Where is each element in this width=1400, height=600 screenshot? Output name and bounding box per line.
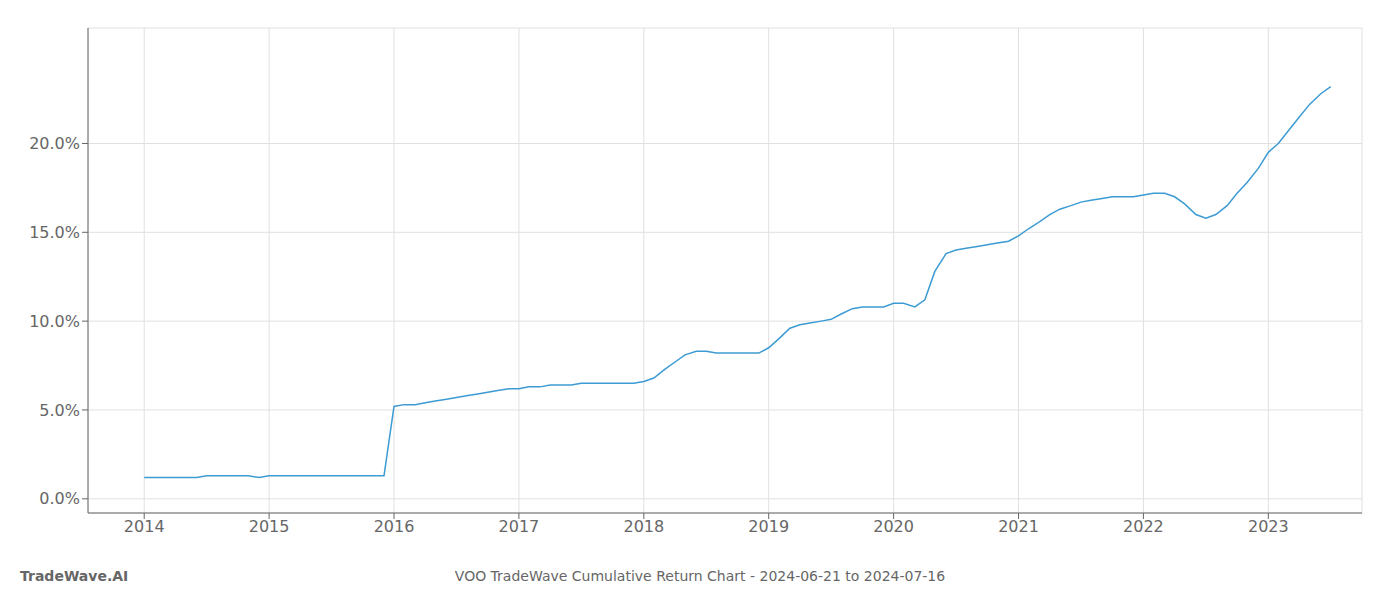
svg-text:0.0%: 0.0% [39, 489, 80, 508]
svg-text:2023: 2023 [1248, 517, 1289, 536]
svg-text:2017: 2017 [499, 517, 540, 536]
svg-text:2021: 2021 [998, 517, 1039, 536]
svg-text:2018: 2018 [623, 517, 664, 536]
svg-text:2022: 2022 [1123, 517, 1164, 536]
svg-text:15.0%: 15.0% [29, 223, 80, 242]
html-text:VOO TradeWave Cumulative Retur: VOO TradeWave Cumulative Return Chart - … [454, 568, 946, 584]
svg-text:2019: 2019 [748, 517, 789, 536]
svg-text:10.0%: 10.0% [29, 312, 80, 331]
svg-text:2014: 2014 [124, 517, 165, 536]
svg-text:5.0%: 5.0% [39, 401, 80, 420]
svg-text:2020: 2020 [873, 517, 914, 536]
svg-text:2015: 2015 [249, 517, 290, 536]
svg-text:20.0%: 20.0% [29, 134, 80, 153]
html-text:TradeWave.AI: TradeWave.AI [20, 568, 129, 584]
svg-text:2016: 2016 [374, 517, 415, 536]
